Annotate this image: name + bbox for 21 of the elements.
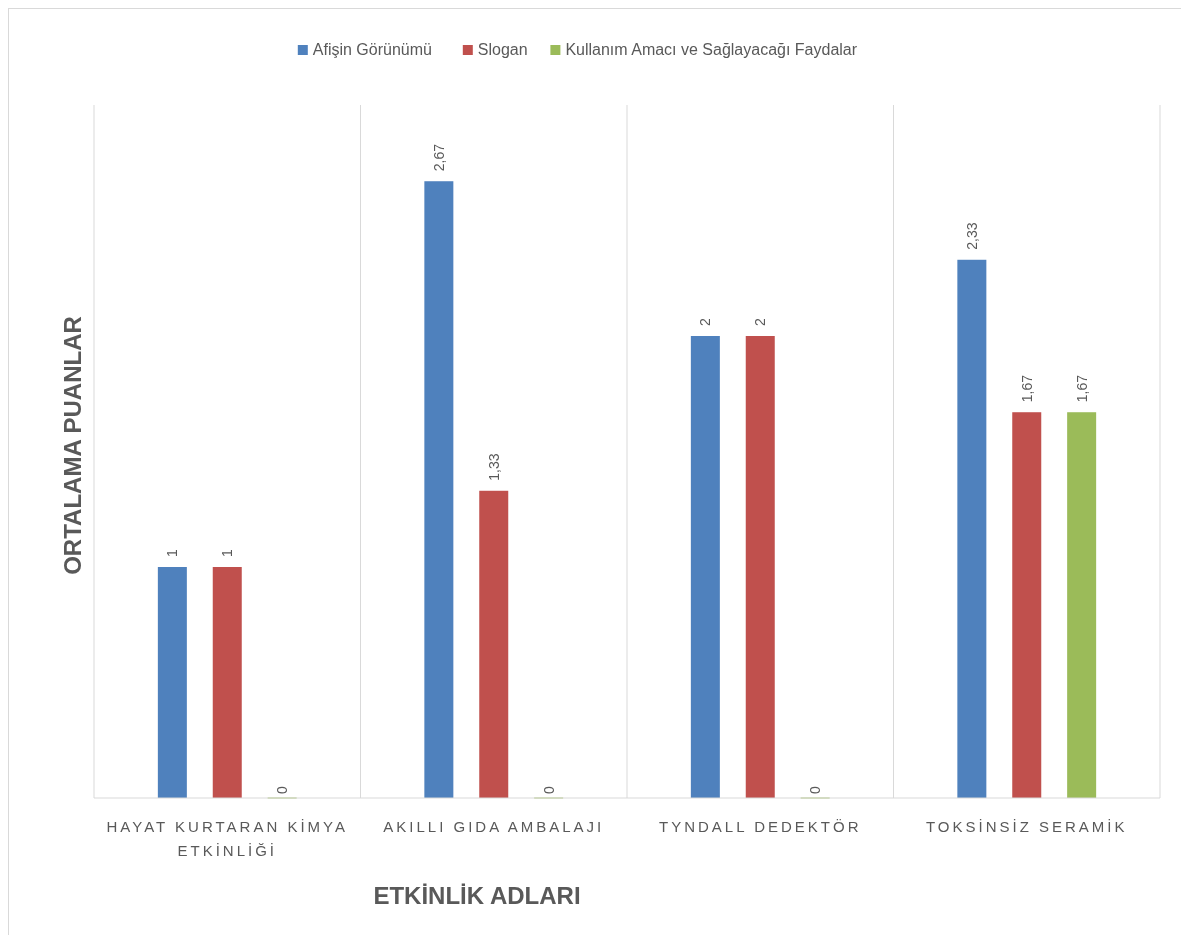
data-label: 0 [274,786,291,794]
data-label: 0 [807,786,824,794]
x-tick-label: TOKSİNSİZ SERAMİK [925,818,1128,835]
x-tick-label: AKILLI GIDA AMBALAJI [383,818,605,835]
data-label: 1,67 [1018,374,1035,403]
x-tick-label: HAYAT KURTARAN KİMYA ETKİNLİĞİ [106,818,348,859]
x-tick-label: TYNDALL DEDEKTÖR [659,818,862,835]
data-label: 1 [219,549,236,557]
data-label: 1,33 [485,453,502,481]
data-label: 0 [540,786,557,794]
data-label: 2 [697,318,714,326]
legend-label: Slogan [477,41,528,58]
legend-label: Afişin Görünümü [312,41,432,58]
data-label: 2 [752,318,769,326]
x-axis-title: ETKİNLİK ADLARI [373,882,581,909]
legend-label: Kullanım Amacı ve Sağlayacağı Faydalar [565,41,858,58]
data-label: 2,33 [963,222,980,250]
y-axis-title: ORTALAMA PUANLAR [59,316,86,575]
data-label: 1,67 [1073,374,1090,403]
data-label: 2,67 [430,143,447,172]
data-label: 1 [164,549,181,557]
